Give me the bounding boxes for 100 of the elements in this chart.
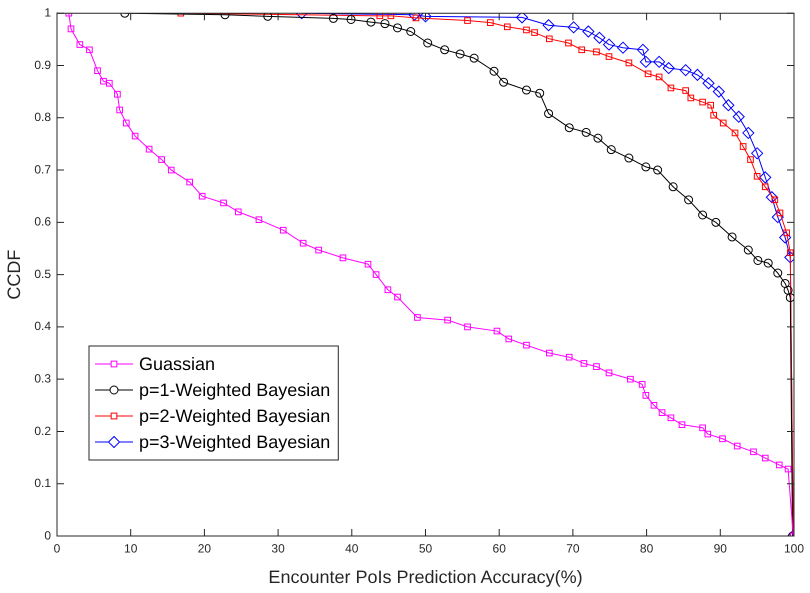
point <box>780 278 790 288</box>
point <box>499 78 508 87</box>
point <box>678 421 686 428</box>
point <box>728 232 737 242</box>
point <box>522 86 531 95</box>
point <box>146 146 152 152</box>
point <box>668 414 674 422</box>
point <box>662 62 675 74</box>
legend-label: p=2-Weighted Bayesian <box>139 406 330 426</box>
point <box>653 166 662 175</box>
point <box>384 286 392 294</box>
point <box>699 424 706 432</box>
point <box>315 246 322 254</box>
point <box>680 64 692 76</box>
point <box>783 229 790 236</box>
point <box>691 68 704 81</box>
point <box>565 40 572 46</box>
point <box>712 86 725 98</box>
point <box>470 54 479 63</box>
point <box>406 27 416 36</box>
legend-label: p=1-Weighted Bayesian <box>139 380 330 400</box>
point <box>753 256 762 265</box>
point <box>444 316 451 324</box>
point <box>535 88 544 98</box>
point <box>106 80 113 87</box>
point <box>636 44 649 56</box>
point <box>744 246 753 255</box>
point <box>494 328 500 334</box>
point <box>754 172 760 180</box>
y-tick-label: 0.7 <box>34 162 52 176</box>
point <box>606 370 612 376</box>
x-axis-title: Encounter PoIs Prediction Accuracy(%) <box>268 567 583 588</box>
point <box>786 249 794 256</box>
point <box>759 171 772 184</box>
y-tick-label: 0.1 <box>34 476 52 490</box>
point <box>641 162 650 172</box>
point <box>186 178 193 186</box>
y-tick-label: 0.8 <box>34 110 52 124</box>
y-tick-label: 1 <box>44 6 52 20</box>
point <box>372 271 380 278</box>
point <box>779 231 792 244</box>
point <box>698 210 708 220</box>
point <box>776 210 784 216</box>
point <box>638 381 646 388</box>
point <box>707 102 714 109</box>
point <box>366 18 376 27</box>
point <box>668 182 678 192</box>
point <box>412 14 420 22</box>
point <box>414 314 421 321</box>
point <box>380 19 390 28</box>
point <box>617 42 630 54</box>
point <box>544 109 554 118</box>
point <box>116 106 123 114</box>
y-axis-title: CCDF <box>4 250 24 300</box>
point <box>114 90 121 98</box>
point <box>711 218 720 227</box>
x-tick-label: 10 <box>124 542 138 556</box>
point <box>766 191 778 204</box>
y-tick-label: 0.9 <box>34 58 52 72</box>
point <box>340 254 346 262</box>
point <box>464 324 471 330</box>
point <box>523 342 530 349</box>
point <box>423 38 432 48</box>
point <box>364 260 372 268</box>
x-tick-label: 50 <box>418 542 432 556</box>
point <box>784 286 793 295</box>
y-tick-label: 0.6 <box>34 214 52 229</box>
point <box>719 435 726 442</box>
point <box>720 120 727 126</box>
point <box>76 41 84 48</box>
point <box>606 53 612 60</box>
point <box>776 462 783 468</box>
point <box>593 363 600 370</box>
point <box>732 110 745 123</box>
point <box>702 77 714 90</box>
point <box>656 74 662 80</box>
point <box>642 392 650 399</box>
point <box>734 442 741 450</box>
point <box>751 147 764 160</box>
point <box>388 13 394 20</box>
point <box>578 46 586 54</box>
y-tick-label: 0.2 <box>34 424 52 438</box>
point <box>593 134 602 143</box>
point <box>516 13 528 24</box>
point <box>750 448 757 456</box>
point <box>542 19 555 32</box>
point <box>732 130 738 136</box>
point <box>603 38 616 51</box>
point <box>682 87 689 94</box>
point <box>376 13 384 20</box>
point <box>740 143 746 150</box>
point <box>531 29 538 36</box>
point <box>773 268 782 278</box>
y-tick-label: 0 <box>44 528 52 542</box>
point <box>580 360 588 367</box>
point <box>392 23 402 32</box>
point <box>504 23 511 30</box>
x-tick-label: 70 <box>566 542 580 556</box>
x-tick-label: 60 <box>492 542 506 556</box>
point <box>606 145 616 154</box>
